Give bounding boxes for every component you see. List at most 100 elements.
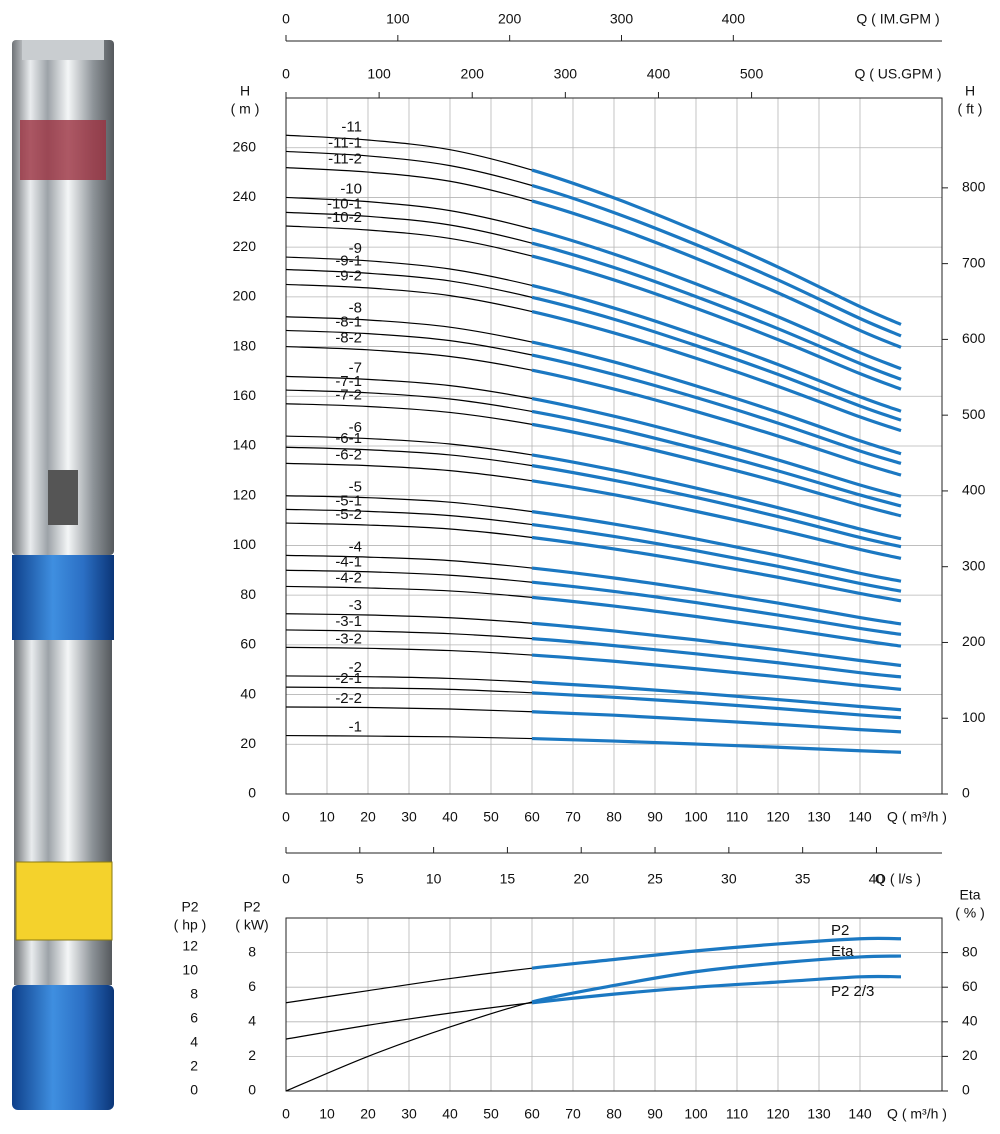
secondary-x-tick-label: 40: [869, 871, 885, 887]
curve: [531, 309, 902, 433]
curve: [531, 168, 902, 326]
secondary-x-tick-label: 0: [282, 871, 290, 887]
secondary-x-tick-label: 30: [721, 871, 737, 887]
series-label: -6-1: [335, 430, 362, 447]
series-label: -11-1: [328, 134, 362, 151]
y2-tick-label: 500: [962, 406, 986, 422]
curve: [285, 646, 533, 656]
x-tick-label: 110: [726, 809, 749, 825]
y2-tick-label: 300: [962, 557, 986, 573]
y2-tick-label: 200: [962, 633, 986, 649]
secondary-x-tick-label: 20: [573, 871, 589, 887]
motor-plate: [15, 861, 113, 941]
x-tick-label: 100: [684, 1106, 708, 1122]
secondary-x-tick-label: 200: [461, 66, 485, 82]
curve: [285, 403, 533, 425]
pump-coupling: [12, 555, 114, 640]
curve: [531, 580, 902, 637]
series-label: -5: [349, 479, 362, 496]
curve: [285, 522, 533, 539]
series-label: -10-2: [327, 209, 362, 226]
curve: [285, 211, 533, 244]
secondary-x-tick-label: 500: [740, 66, 764, 82]
series-label: -3-2: [335, 630, 362, 647]
x-tick-label: 70: [565, 809, 581, 825]
y2-tick-label: 0: [962, 1082, 970, 1098]
y2-axis-label: Eta: [959, 887, 980, 903]
x-tick-label: 10: [319, 1106, 335, 1122]
secondary-x-tick-label: 5: [356, 871, 364, 887]
curve: [285, 167, 533, 202]
curve: [285, 256, 533, 287]
curve: [531, 295, 902, 422]
y-tick-label: 2: [248, 1047, 256, 1063]
y2-tick-label: 800: [962, 179, 986, 195]
extra-y-axis-label: ( hp ): [174, 917, 207, 933]
x-tick-label: 80: [606, 1106, 622, 1122]
y2-tick-label: 40: [962, 1013, 978, 1029]
curve: [531, 954, 902, 1004]
series-label: -8-1: [335, 313, 362, 330]
x-tick-label: 120: [766, 1106, 790, 1122]
secondary-x-tick-label: 300: [610, 11, 634, 27]
x-tick-label: 140: [848, 809, 872, 825]
curve: [285, 375, 533, 400]
x-tick-label: 30: [401, 1106, 417, 1122]
secondary-x-tick-label: 0: [282, 66, 290, 82]
curve: [285, 316, 533, 343]
curve: [285, 345, 533, 371]
y-tick-label: 160: [233, 387, 257, 403]
y-tick-label: 6: [248, 978, 256, 994]
x-tick-label: 90: [647, 809, 663, 825]
series-label: Eta: [831, 943, 854, 960]
x-tick-label: 50: [483, 809, 499, 825]
curve: [531, 510, 902, 583]
curve: [285, 389, 533, 413]
y2-axis-label: ( % ): [955, 905, 985, 921]
secondary-x-axis-label: Q ( US.GPM ): [854, 66, 941, 82]
curve: [531, 227, 902, 371]
curve: [531, 936, 902, 970]
curve: [285, 734, 533, 740]
curve: [531, 535, 902, 603]
curve: [531, 522, 902, 593]
x-tick-label: 40: [442, 809, 458, 825]
y-tick-label: 120: [233, 486, 257, 502]
series-label: -1: [349, 719, 362, 736]
y-tick-label: 240: [233, 188, 257, 204]
series-label: -5-1: [335, 492, 362, 509]
y2-tick-label: 0: [962, 785, 970, 801]
series-label: -3: [349, 597, 362, 614]
secondary-x-tick-label: 100: [367, 66, 391, 82]
curve: [531, 283, 902, 413]
curve: [531, 241, 902, 381]
series-label: -10-1: [327, 195, 362, 212]
series-label: -4: [349, 538, 362, 555]
y2-tick-label: 100: [962, 709, 986, 725]
curve: [531, 691, 902, 720]
curve: [285, 706, 533, 713]
curve: [531, 566, 902, 626]
curve: [285, 150, 533, 187]
y-axis-label: P2: [243, 899, 260, 915]
x-tick-label: 20: [360, 1106, 376, 1122]
curve: [531, 422, 902, 518]
y-tick-label: 260: [233, 138, 257, 154]
series-label: P2: [831, 922, 849, 939]
y-axis-label: ( m ): [231, 101, 260, 117]
curve: [285, 508, 533, 526]
y-tick-label: 100: [233, 536, 257, 552]
y-tick-label: 180: [233, 337, 257, 353]
curve: [531, 637, 902, 679]
y2-axis-label: ( ft ): [958, 101, 983, 117]
secondary-x-tick-label: 300: [554, 66, 578, 82]
curve: [531, 680, 902, 712]
y-tick-label: 200: [233, 288, 257, 304]
y-tick-label: 4: [248, 1013, 256, 1029]
y2-tick-label: 20: [962, 1047, 978, 1063]
series-label: -2-2: [335, 690, 362, 707]
curve: [285, 629, 533, 640]
curve: [531, 464, 902, 549]
x-tick-label: 30: [401, 809, 417, 825]
series-label: -11-2: [328, 151, 362, 168]
